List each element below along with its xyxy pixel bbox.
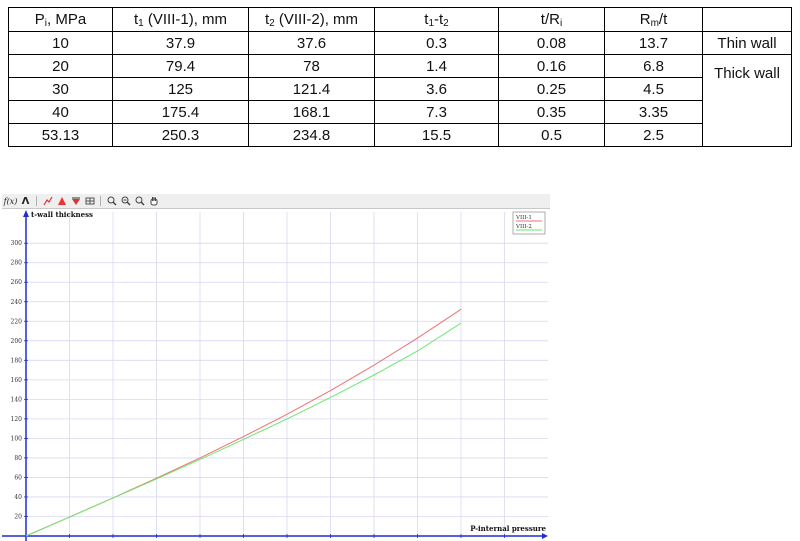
y-tick-label: 100 — [11, 435, 23, 442]
cursor-icon[interactable]: Λ — [21, 195, 30, 207]
y-tick-label: 240 — [11, 299, 23, 306]
legend: VIII-1 VIII-2 — [512, 211, 546, 235]
y-tick-label: 220 — [11, 318, 23, 325]
table-row: 20 79.4 78 1.4 0.16 6.8 Thick wall — [8, 54, 792, 147]
header-t1: t1 (VIII-1), mm — [112, 7, 249, 32]
table-cell: 3.6 — [374, 77, 499, 101]
table-row: 10 37.9 37.6 0.3 0.08 13.7 Thin wall — [8, 31, 792, 55]
y-tick-label: 180 — [11, 357, 23, 364]
graph-toolbar: f(x) Λ — [2, 194, 550, 209]
table-cell: 125 — [112, 77, 249, 101]
table-cell: 250.3 — [112, 123, 249, 147]
table-cell: 3.35 — [604, 100, 703, 124]
x-axis-arrow — [542, 533, 548, 539]
table-cell: 0.35 — [498, 100, 605, 124]
table-cell: 15.5 — [374, 123, 499, 147]
legend-label: VIII-1 — [515, 215, 532, 221]
toolbar-divider — [100, 196, 101, 206]
y-tick-label: 300 — [11, 240, 23, 247]
table-cell: 234.8 — [248, 123, 375, 147]
fill-alt-icon[interactable] — [70, 196, 81, 207]
results-table: Pi, MPa t1 (VIII-1), mm t2 (VIII-2), mm … — [8, 7, 792, 147]
table-cell: 7.3 — [374, 100, 499, 124]
legend-box — [512, 211, 546, 235]
graph-window: f(x) Λ 510152025303540455055204060801001… — [2, 194, 550, 541]
line-tool-icon[interactable] — [42, 196, 53, 207]
table-header-row: Pi, MPa t1 (VIII-1), mm t2 (VIII-2), mm … — [8, 7, 792, 32]
y-tick-label: 280 — [11, 260, 23, 267]
grid-icon[interactable] — [84, 196, 95, 207]
thick-wall-label: Thick wall — [702, 54, 792, 147]
line-chart: 5101520253035404550552040608010012014016… — [2, 210, 548, 541]
table-cell: 37.6 — [248, 31, 375, 55]
table-cell: 0.16 — [498, 54, 605, 78]
tick-labels: 5101520253035404550552040608010012014016… — [11, 240, 505, 538]
table-cell: 53.13 — [8, 123, 113, 147]
y-tick-label: 120 — [11, 416, 23, 423]
y-tick-label: 160 — [11, 377, 23, 384]
header-t-over-ri: t/Ri — [498, 7, 605, 32]
table-cell: 78 — [248, 54, 375, 78]
header-rm-over-t: Rm/t — [604, 7, 703, 32]
table-cell: 0.5 — [498, 123, 605, 147]
grid-lines — [26, 212, 548, 536]
y-tick-label: 200 — [11, 338, 23, 345]
fill-tool-icon[interactable] — [56, 196, 67, 207]
table-cell: 13.7 — [604, 31, 703, 55]
thin-wall-label: Thin wall — [702, 31, 792, 55]
zoom-in-icon[interactable] — [120, 196, 131, 207]
table-cell: 0.25 — [498, 77, 605, 101]
y-axis-label: t-wall thickness — [31, 210, 93, 219]
y-tick-label: 80 — [14, 455, 22, 462]
axes — [2, 210, 548, 541]
toolbar-divider — [36, 196, 37, 206]
table-cell: 79.4 — [112, 54, 249, 78]
zoom-fit-icon[interactable] — [106, 196, 117, 207]
y-tick-label: 40 — [14, 494, 22, 501]
y-tick-label: 60 — [14, 474, 22, 481]
table-cell: 4.5 — [604, 77, 703, 101]
pan-hand-icon[interactable] — [148, 196, 159, 207]
y-tick-label: 20 — [14, 513, 22, 520]
legend-label: VIII-2 — [515, 224, 532, 230]
zoom-out-icon[interactable] — [134, 196, 145, 207]
table-cell: 10 — [8, 31, 113, 55]
x-axis-label: P-internal pressure — [470, 524, 546, 533]
table-cell: 121.4 — [248, 77, 375, 101]
y-tick-label: 260 — [11, 279, 23, 286]
header-t1-minus-t2: t1-t2 — [374, 7, 499, 32]
header-wall-type — [702, 7, 792, 32]
table-cell: 20 — [8, 54, 113, 78]
table-cell: 6.8 — [604, 54, 703, 78]
table-cell: 40 — [8, 100, 113, 124]
table-cell: 0.08 — [498, 31, 605, 55]
table-row: 30 125 121.4 3.6 0.25 4.5 — [8, 77, 792, 101]
table-cell: 2.5 — [604, 123, 703, 147]
table-cell: 175.4 — [112, 100, 249, 124]
table-cell: 1.4 — [374, 54, 499, 78]
table-row: 53.13 250.3 234.8 15.5 0.5 2.5 — [8, 123, 792, 147]
header-t2: t2 (VIII-2), mm — [248, 7, 375, 32]
series-line — [25, 322, 462, 537]
table-cell: 37.9 — [112, 31, 249, 55]
header-pressure: Pi, MPa — [8, 7, 113, 32]
table-row: 40 175.4 168.1 7.3 0.35 3.35 — [8, 100, 792, 124]
table-cell: 0.3 — [374, 31, 499, 55]
table-cell: 30 — [8, 77, 113, 101]
series-lines — [25, 308, 462, 537]
y-tick-label: 140 — [11, 396, 23, 403]
table-cell: 168.1 — [248, 100, 375, 124]
y-axis-arrow — [23, 210, 29, 217]
function-button[interactable]: f(x) — [3, 196, 18, 206]
